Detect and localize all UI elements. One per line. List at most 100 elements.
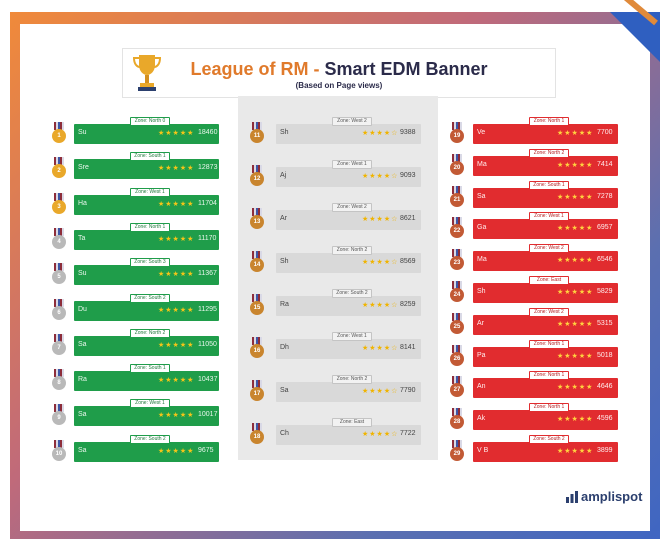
medal-ribbon <box>252 380 262 388</box>
score-bar: Zone: South 3 Su ★★★★★ 11367 <box>74 258 219 286</box>
participant-name: Sh <box>477 288 486 295</box>
zone-label: Zone: North 2 <box>130 328 170 338</box>
rank-number: 17 <box>250 387 264 401</box>
rank-number: 11 <box>250 129 264 143</box>
leaderboard-entry: 19 Zone: North 1 Ve ★★★★★ 7700 <box>0 117 670 144</box>
zone-label: Zone: South 2 <box>130 434 170 444</box>
medal-ribbon <box>54 263 64 272</box>
page-view-score: 11050 <box>198 340 217 348</box>
page-view-score: 11295 <box>198 305 217 313</box>
medal-icon: 7 <box>52 333 66 356</box>
leaderboard-entry: 26 Zone: North 1 Pa ★★★★★ 5018 <box>0 339 670 367</box>
rank-number: 6 <box>52 305 66 320</box>
rank-number: 14 <box>250 258 264 272</box>
score-bar: Zone: West 2 Ma ★★★★★ 6546 <box>473 244 618 272</box>
star-rating: ★★★★☆ <box>362 388 399 395</box>
leaderboard-entry: 10 Zone: South 2 Sa ★★★★★ 9675 <box>0 434 670 462</box>
logo-text: amplispot <box>581 489 643 504</box>
medal-icon: 15 <box>250 294 264 316</box>
medal-icon: 28 <box>450 408 464 430</box>
medal-ribbon <box>452 249 462 258</box>
medal-ribbon <box>252 122 262 130</box>
page-view-score: 7414 <box>597 160 613 168</box>
score-bar: Zone: North 1 Pa ★★★★★ 5018 <box>473 339 618 367</box>
page-view-score: 18460 <box>198 129 218 136</box>
leaderboard-entry: 13 Zone: West 2 Ar ★★★★☆ 8621 <box>0 203 670 230</box>
score-bar: Zone: North 2 Sa ★★★★★ 11050 <box>74 328 219 356</box>
medal-ribbon <box>252 337 262 345</box>
score-bar: Zone: North 0 Su ★★★★★ 18460 <box>74 117 219 144</box>
zone-label: Zone: South 2 <box>529 435 569 444</box>
medal-icon: 14 <box>250 251 264 273</box>
rank-number: 29 <box>450 447 464 461</box>
participant-name: Sa <box>78 446 87 454</box>
leaderboard-entry: 24 Zone: East Sh ★★★★★ 5829 <box>0 276 670 303</box>
leaderboard-entry: 5 Zone: South 3 Su ★★★★★ 11367 <box>0 258 670 286</box>
leaderboard-entry: 9 Zone: West 1 Sa ★★★★★ 10017 <box>0 399 670 427</box>
rank-number: 2 <box>52 164 66 179</box>
page-view-score: 8141 <box>400 344 416 351</box>
medal-ribbon <box>252 251 262 259</box>
medal-icon: 13 <box>250 208 264 230</box>
rank-number: 8 <box>52 376 66 391</box>
medal-icon: 20 <box>450 153 464 176</box>
rank-number: 4 <box>52 234 66 249</box>
rank-number: 23 <box>450 256 464 271</box>
rank-number: 27 <box>450 383 464 398</box>
zone-label: Zone: South 1 <box>130 364 170 374</box>
leaderboard-entry: 12 Zone: West 1 Aj ★★★★☆ 9093 <box>0 160 670 187</box>
zone-label: Zone: South 2 <box>130 293 170 303</box>
page-view-score: 8569 <box>400 258 416 265</box>
zone-label: Zone: North 1 <box>529 403 569 413</box>
score-bar: Zone: South 2 Du ★★★★★ 11295 <box>74 293 219 321</box>
leaderboard-entry: 4 Zone: North 1 Ta ★★★★★ 11170 <box>0 222 670 250</box>
banner-title: League of RM - Smart EDM Banner <box>123 59 555 80</box>
page-view-score: 7722 <box>400 430 416 437</box>
score-bar: Zone: South 2 Sa ★★★★★ 9675 <box>74 434 219 462</box>
bar-chart-icon <box>566 491 578 503</box>
participant-name: Sa <box>280 387 289 394</box>
score-bar: Zone: West 2 Sh ★★★★☆ 9388 <box>276 117 421 144</box>
participant-name: Sre <box>78 164 89 172</box>
page-view-score: 9388 <box>400 129 416 136</box>
page-view-score: 7700 <box>597 129 613 136</box>
star-rating: ★★★★★ <box>158 447 195 455</box>
score-bar: Zone: West 1 Aj ★★★★☆ 9093 <box>276 160 421 187</box>
score-bar: Zone: North 1 Ta ★★★★★ 11170 <box>74 222 219 250</box>
medal-icon: 18 <box>250 423 264 445</box>
page-view-score: 6957 <box>597 224 613 232</box>
rank-number: 15 <box>250 301 264 315</box>
medal-ribbon <box>54 122 64 130</box>
score-bar: Zone: South 1 Ra ★★★★★ 10437 <box>74 364 219 392</box>
medal-ribbon <box>452 217 462 226</box>
title-part-2: Smart EDM Banner <box>324 59 488 79</box>
page-view-score: 5829 <box>597 288 613 295</box>
medal-icon: 22 <box>450 217 464 239</box>
medal-ribbon <box>252 165 262 173</box>
score-bar: Zone: East Ch ★★★★☆ 7722 <box>276 418 421 445</box>
medal-ribbon <box>54 298 64 307</box>
score-bar: Zone: South 1 Sa ★★★★★ 7278 <box>473 180 618 208</box>
rank-number: 9 <box>52 411 66 426</box>
star-rating: ★★★★★ <box>158 235 195 243</box>
participant-name: Dh <box>280 344 289 351</box>
zone-label: Zone: West 1 <box>130 399 170 409</box>
score-bar: Zone: North 2 Sa ★★★★☆ 7790 <box>276 375 421 402</box>
participant-name: Ga <box>477 224 487 232</box>
medal-ribbon <box>54 192 64 201</box>
leaderboard-entry: 7 Zone: North 2 Sa ★★★★★ 11050 <box>0 328 670 356</box>
zone-label: Zone: South 1 <box>130 152 170 162</box>
medal-ribbon <box>452 440 462 448</box>
rank-number: 25 <box>450 319 464 334</box>
star-rating: ★★★★★ <box>158 412 195 420</box>
leaderboard-entry: 21 Zone: South 1 Sa ★★★★★ 7278 <box>0 180 670 208</box>
page-view-score: 8259 <box>400 301 416 308</box>
participant-name: Sa <box>78 411 87 419</box>
star-rating: ★★★★☆ <box>362 259 399 266</box>
rank-number: 1 <box>52 129 66 143</box>
rank-number: 18 <box>250 430 264 444</box>
banner-header: League of RM - Smart EDM Banner (Based o… <box>122 48 556 98</box>
page-view-score: 12873 <box>198 164 218 172</box>
star-rating: ★★★★☆ <box>362 216 399 223</box>
